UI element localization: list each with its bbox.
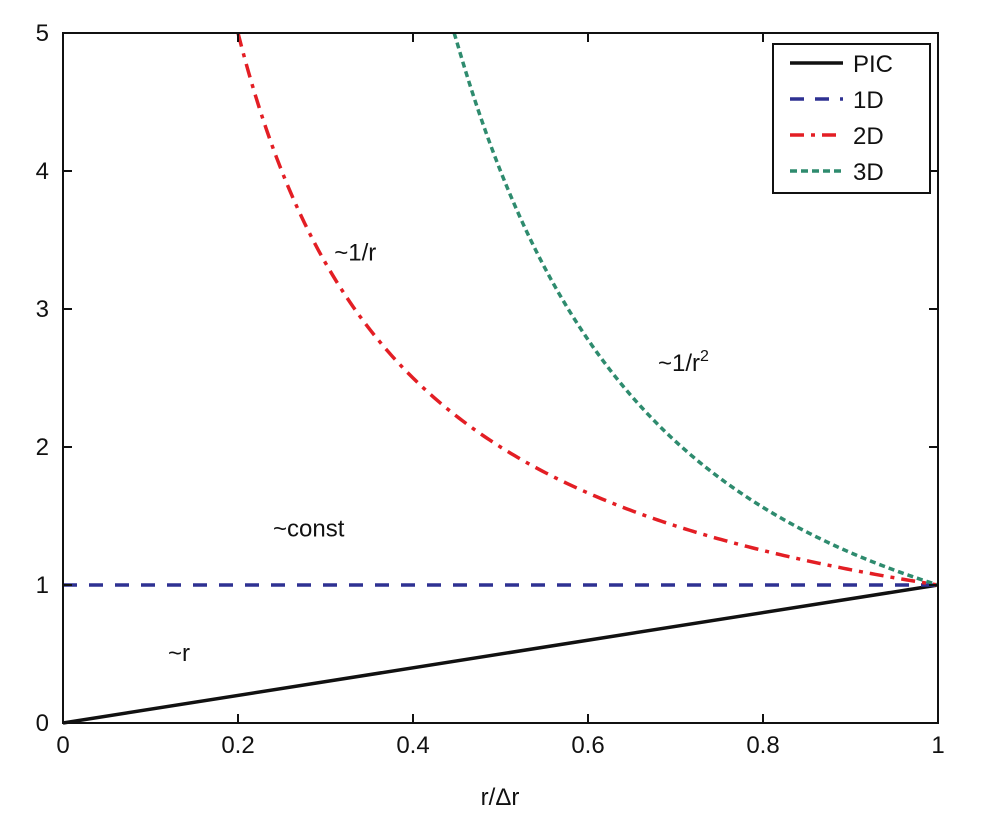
x-tick-label: 0 bbox=[56, 732, 69, 759]
y-tick-label: 4 bbox=[36, 158, 49, 185]
x-axis-label: r/Δr bbox=[481, 784, 520, 811]
x-tick-label: 0.2 bbox=[221, 732, 254, 759]
y-tick-label: 5 bbox=[36, 20, 49, 47]
annotation: ~r bbox=[168, 640, 190, 667]
legend-label: 2D bbox=[853, 123, 884, 150]
x-tick-label: 0.4 bbox=[396, 732, 429, 759]
plot-frame bbox=[62, 32, 939, 724]
x-tick-label: 0.6 bbox=[571, 732, 604, 759]
legend-label: PIC bbox=[853, 51, 893, 78]
legend-label: 3D bbox=[853, 159, 884, 186]
annotation-superscript: 2 bbox=[700, 348, 709, 365]
annotation-text: ~1/r bbox=[334, 240, 376, 267]
y-tick-label: 0 bbox=[36, 710, 49, 737]
x-tick-label: 1 bbox=[931, 732, 944, 759]
legend-label: 1D bbox=[853, 87, 884, 114]
y-tick-label: 2 bbox=[36, 434, 49, 461]
legend-box bbox=[772, 43, 931, 194]
series-line-2d bbox=[236, 32, 939, 587]
annotation-text: ~r bbox=[168, 640, 190, 667]
annotation: ~1/r bbox=[334, 240, 376, 267]
annotation-text: ~1/r bbox=[658, 350, 700, 377]
x-tick-label: 0.8 bbox=[746, 732, 779, 759]
y-tick-label: 3 bbox=[36, 296, 49, 323]
annotation: ~const bbox=[273, 516, 345, 543]
annotation-text: ~const bbox=[273, 516, 345, 543]
annotation: ~1/r2 bbox=[658, 348, 709, 377]
series-line-3d bbox=[452, 32, 939, 587]
series-line-pic bbox=[62, 583, 939, 725]
legend: PIC 1D 2D 3D bbox=[772, 43, 931, 194]
y-tick-label: 1 bbox=[36, 572, 49, 599]
